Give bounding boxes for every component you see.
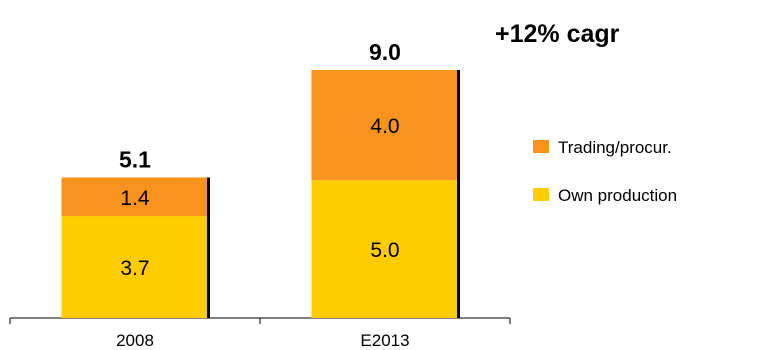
bar-total-label: 9.0 <box>369 39 401 65</box>
segment-value-label: 5.0 <box>370 239 399 262</box>
segment-value-label: 1.4 <box>120 187 150 210</box>
legend-swatch <box>533 188 549 201</box>
segment-value-label: 3.7 <box>120 257 149 280</box>
cagr-annotation: +12% cagr <box>495 20 620 48</box>
legend: Trading/procur. Own production <box>533 138 677 205</box>
segment-value-label: 4.0 <box>370 115 399 138</box>
bar-segment-trading-procur <box>61 177 209 217</box>
bar-segment-own-production <box>61 216 209 318</box>
legend-label: Trading/procur. <box>558 138 672 157</box>
bar-total-label: 5.1 <box>119 146 151 172</box>
legend-label: Own production <box>558 186 677 205</box>
x-tick-label: E2013 <box>360 331 409 350</box>
bars-group: 3.7 1.4 5.1 2008 5.0 4.0 9.0 E2013 <box>61 39 460 350</box>
legend-swatch <box>533 140 549 153</box>
bar-segment-trading-procur <box>311 70 459 181</box>
x-tick-label: 2008 <box>116 331 154 350</box>
bar-segment-own-production <box>311 180 459 318</box>
